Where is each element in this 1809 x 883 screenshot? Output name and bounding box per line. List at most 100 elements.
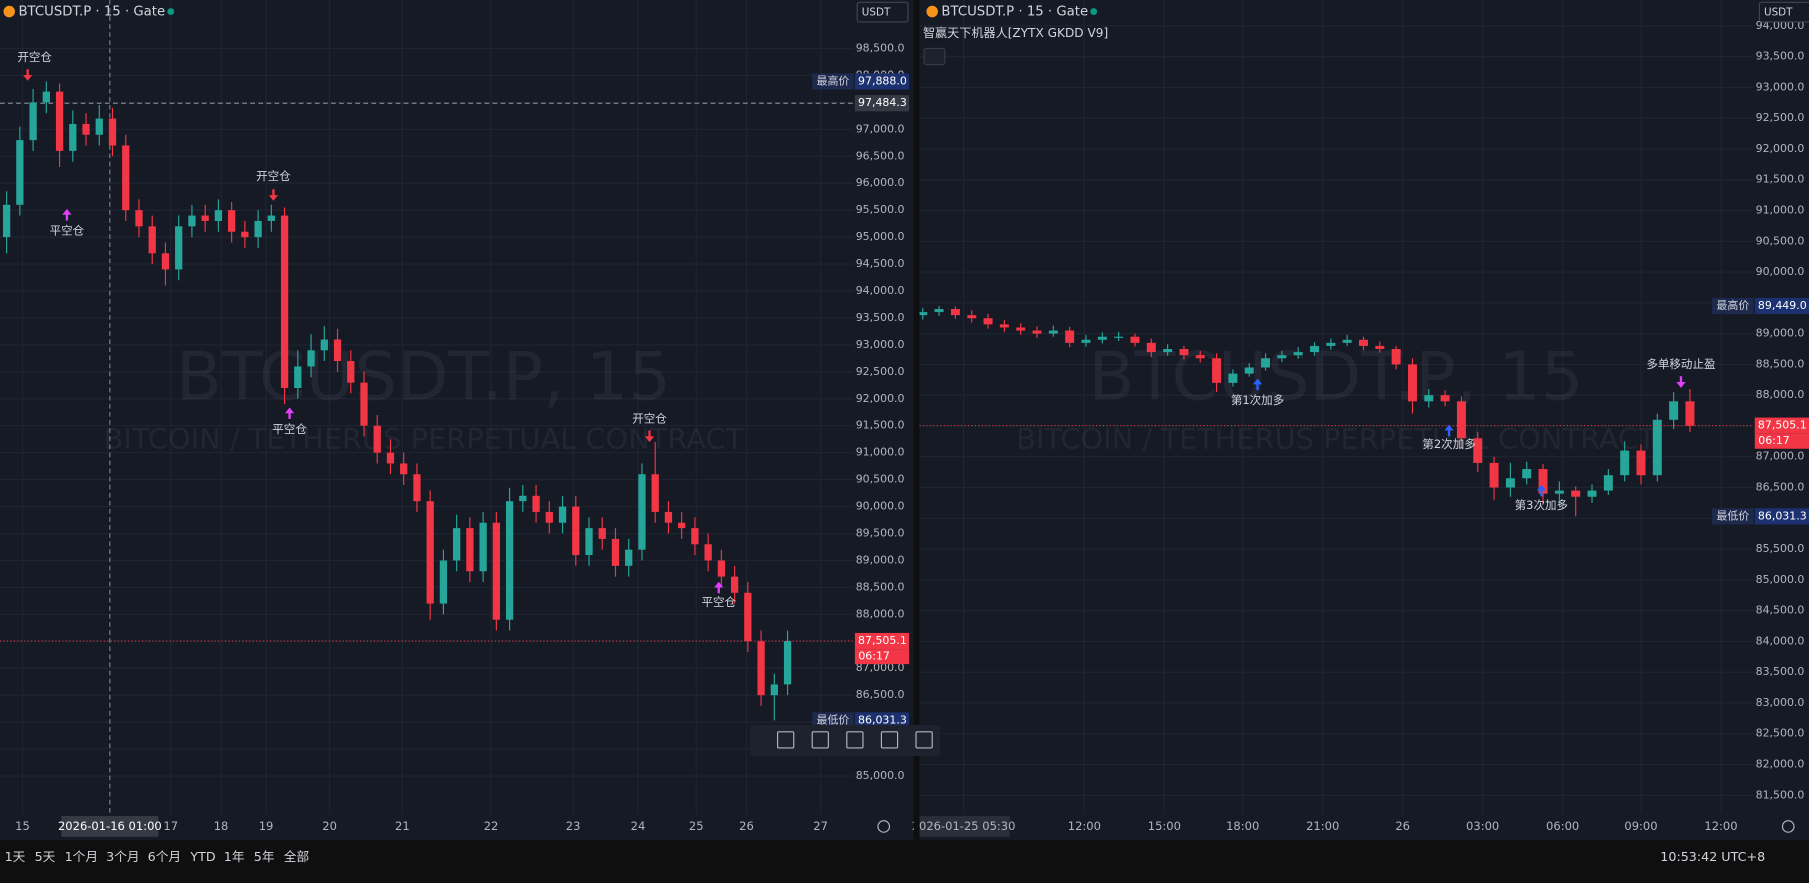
countdown: 06:17 bbox=[858, 650, 890, 663]
price-marker-name: 最高价 bbox=[1716, 298, 1749, 312]
candle-body bbox=[122, 145, 130, 211]
x-tick-label: 09:00 bbox=[1624, 819, 1657, 833]
drawing-tool[interactable] bbox=[880, 731, 899, 749]
candle-body bbox=[175, 226, 183, 270]
y-tick-label: 88,500.0 bbox=[856, 580, 905, 593]
candle-body bbox=[1195, 355, 1205, 359]
drawing-tool[interactable] bbox=[846, 731, 864, 749]
signal-label: 平空仓 bbox=[50, 223, 85, 237]
candle-body bbox=[400, 463, 408, 475]
x-tick-label: 19 bbox=[259, 819, 274, 833]
signal-label: 平空仓 bbox=[701, 595, 736, 609]
x-tick-label: 18 bbox=[214, 819, 229, 833]
countdown-box bbox=[854, 649, 910, 665]
candle-body bbox=[934, 309, 944, 313]
candle-body bbox=[1424, 395, 1434, 402]
x-tick-label: 26 bbox=[1395, 819, 1410, 833]
currency-button[interactable] bbox=[856, 1, 909, 23]
candle-body bbox=[1473, 438, 1483, 463]
candle-body bbox=[69, 123, 77, 151]
candle-body bbox=[625, 549, 633, 566]
signal-arrow bbox=[268, 189, 279, 201]
price-marker-label: 97,888.0 bbox=[858, 74, 907, 87]
x-tick-label: 06:00 bbox=[1546, 819, 1579, 833]
candle-body bbox=[1359, 339, 1368, 346]
pane-divider bbox=[913, 0, 920, 843]
watermark-subtitle: BITCOIN / TETHERUS PERPETUAL CONTRACT bbox=[104, 422, 744, 456]
range-button[interactable]: 1年 bbox=[224, 849, 245, 864]
candle-body bbox=[1456, 401, 1466, 439]
candle-body bbox=[1571, 490, 1581, 497]
currency-button[interactable] bbox=[1758, 1, 1809, 23]
candle-body bbox=[638, 474, 646, 550]
symbol-icon bbox=[926, 5, 938, 18]
status-dot bbox=[167, 8, 175, 16]
y-tick-label: 86,500.0 bbox=[1756, 481, 1805, 494]
signal-arrow bbox=[1536, 484, 1546, 497]
y-tick-label: 92,000.0 bbox=[856, 392, 905, 405]
y-tick-label: 82,000.0 bbox=[1756, 758, 1805, 771]
x-tick-label: 26 bbox=[739, 819, 754, 833]
x-label-box bbox=[917, 816, 1010, 837]
candle-body bbox=[1097, 336, 1107, 340]
signal-label: 多单移动止盈 bbox=[1646, 357, 1715, 371]
x-tick-label: 24 bbox=[631, 819, 646, 833]
currency[interactable]: USDT bbox=[862, 7, 891, 19]
settings-icon[interactable] bbox=[877, 820, 891, 833]
settings-icon[interactable] bbox=[1781, 820, 1795, 833]
x-tick-label: 15 bbox=[15, 819, 30, 833]
drawing-tool[interactable] bbox=[811, 731, 829, 749]
y-tick-label: 81,500.0 bbox=[1756, 788, 1805, 801]
x-tick-label: 23 bbox=[566, 819, 581, 833]
crosshair-x-box bbox=[61, 816, 159, 837]
y-tick-label: 97,000.0 bbox=[856, 122, 905, 135]
x-tick-label: 21 bbox=[395, 819, 410, 833]
price-marker-name-box bbox=[812, 73, 854, 90]
candle-body bbox=[386, 452, 395, 464]
range-button[interactable]: 1个月 bbox=[65, 849, 98, 864]
currency[interactable]: USDT bbox=[1764, 7, 1793, 19]
y-tick-label: 89,000.0 bbox=[856, 553, 905, 566]
watermark: BTCUSDT.P, 15 bbox=[176, 337, 671, 415]
drawing-tool[interactable] bbox=[915, 731, 933, 749]
price-marker-label: 87,505.1 bbox=[1758, 419, 1807, 432]
price-marker-name: 最高价 bbox=[817, 73, 850, 87]
signal-arrow bbox=[1676, 376, 1686, 388]
range-button[interactable]: YTD bbox=[189, 849, 215, 864]
collapse-button[interactable] bbox=[923, 47, 946, 66]
range-button[interactable]: 1天 bbox=[5, 849, 26, 864]
candle-body bbox=[1114, 336, 1124, 338]
signal-label: 开空仓 bbox=[17, 50, 52, 64]
crosshair-y-label: 97,484.3 bbox=[858, 96, 907, 109]
x-tick-label: 12:00 bbox=[1068, 819, 1101, 833]
candle-body bbox=[360, 382, 368, 426]
y-tick-label: 98,500.0 bbox=[856, 41, 905, 54]
candle-body bbox=[161, 253, 170, 270]
crosshair-x-label: 2026-01-16 01:00 bbox=[58, 819, 162, 833]
y-tick-label: 93,000.0 bbox=[1756, 80, 1805, 93]
range-button[interactable]: 6个月 bbox=[148, 849, 181, 864]
x-tick-label: 18:00 bbox=[1226, 819, 1259, 833]
y-tick-label: 83,000.0 bbox=[1756, 696, 1805, 709]
y-tick-label: 90,000.0 bbox=[1756, 265, 1805, 278]
candle-body bbox=[1685, 401, 1695, 426]
candle-body bbox=[214, 210, 223, 221]
candle-body bbox=[545, 511, 553, 523]
range-button[interactable]: 5天 bbox=[35, 849, 56, 864]
signal-arrow bbox=[23, 69, 33, 81]
candle-body bbox=[373, 425, 381, 453]
candle-body bbox=[1489, 462, 1499, 488]
candle-body bbox=[1016, 327, 1026, 331]
watermark-subtitle: BITCOIN / TETHERUS PERPETUAL CONTRACT bbox=[1016, 422, 1656, 456]
range-button[interactable]: 全部 bbox=[284, 849, 310, 864]
price-marker-box bbox=[1754, 297, 1809, 315]
candle-body bbox=[55, 91, 64, 151]
clock: 10:53:42 UTC+8 bbox=[1660, 849, 1765, 864]
candle-body bbox=[1244, 367, 1254, 374]
candle-body bbox=[148, 226, 156, 254]
drawing-tool[interactable] bbox=[777, 731, 795, 749]
range-button[interactable]: 5年 bbox=[254, 849, 275, 864]
candle-body bbox=[1146, 342, 1156, 353]
range-button[interactable]: 3个月 bbox=[106, 849, 139, 864]
candle-body bbox=[42, 91, 50, 103]
